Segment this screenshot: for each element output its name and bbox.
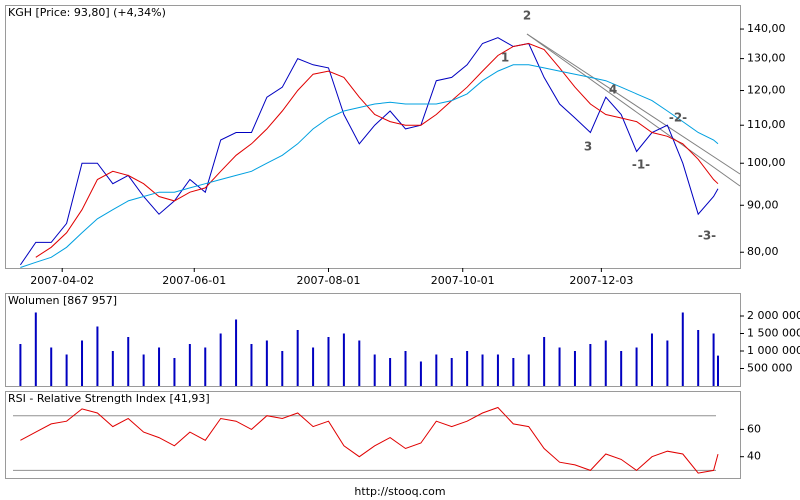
x-tick-label: 2007-08-01 (297, 274, 361, 287)
volume-bar (327, 336, 330, 386)
wave-label: 2 (523, 9, 531, 23)
volume-bar (697, 329, 700, 386)
volume-bar (173, 357, 176, 386)
volume-bar (620, 350, 623, 386)
volume-bar (435, 354, 438, 386)
y-tick-label: 40 (747, 450, 761, 463)
volume-title: Wolumen [867 957] (8, 294, 117, 307)
volume-bar (296, 329, 299, 386)
y-tick-label: 2 000 000 (747, 309, 800, 322)
volume-bar (188, 343, 191, 386)
volume-bar (573, 350, 576, 386)
volume-bar (127, 336, 130, 386)
x-tick-label: 2007-06-01 (162, 274, 226, 287)
volume-bar (604, 340, 607, 386)
y-tick-label: 1 000 000 (747, 344, 800, 357)
footer: http://stooq.com (354, 485, 445, 498)
wave-label: -1- (632, 158, 650, 172)
series-line (20, 406, 719, 474)
volume-bar (111, 350, 114, 386)
volume-bar (65, 354, 68, 386)
volume-bar (265, 340, 268, 386)
wave-label: -3- (698, 229, 716, 243)
volume-bar (158, 347, 161, 386)
x-tick-label: 2007-12-03 (569, 274, 633, 287)
y-tick-label: 110,00 (747, 118, 786, 131)
rsi-panel (5, 391, 741, 479)
volume-bar (342, 333, 345, 386)
volume-bar (235, 319, 238, 386)
rsi-title: RSI - Relative Strength Index [41,93] (8, 392, 210, 405)
volume-bar (373, 354, 376, 386)
price-title: KGH [Price: 93,80] (+4,34%) (8, 6, 166, 19)
wave-label: 4 (609, 83, 617, 97)
x-tick-label: 2007-04-02 (30, 274, 94, 287)
volume-bar (404, 350, 407, 386)
volume-bar (312, 347, 315, 386)
volume-bar (635, 347, 638, 386)
y-tick-label: 60 (747, 422, 761, 435)
volume-bar (219, 333, 222, 386)
volume-bar (481, 354, 484, 386)
volume-bar (450, 357, 453, 386)
y-tick-label: 100,00 (747, 156, 786, 169)
y-tick-label: 120,00 (747, 84, 786, 97)
volume-bar (558, 347, 561, 386)
series-line (19, 37, 719, 266)
wave-label: 3 (584, 140, 592, 154)
trend-line (526, 33, 741, 187)
volume-bar (681, 312, 684, 386)
y-tick-label: 500 000 (747, 361, 793, 374)
volume-bar (34, 312, 37, 386)
volume-bar (716, 355, 719, 386)
volume-bar (712, 333, 715, 386)
wave-label: 1 (501, 51, 509, 65)
volume-bar (250, 343, 253, 386)
volume-bar (589, 343, 592, 386)
volume-bar (142, 354, 145, 386)
volume-bar (358, 340, 361, 386)
volume-bar (96, 326, 99, 386)
y-tick-label: 130,00 (747, 52, 786, 65)
series-line (20, 64, 719, 268)
y-tick-label: 140,00 (747, 22, 786, 35)
volume-bar (204, 347, 207, 386)
wave-label: -2- (669, 111, 687, 125)
x-tick-label: 2007-10-01 (431, 274, 495, 287)
volume-bar (281, 350, 284, 386)
volume-bar (512, 357, 515, 386)
volume-panel (5, 293, 741, 387)
series-line (35, 42, 719, 258)
volume-bar (81, 340, 84, 386)
volume-bar (527, 354, 530, 386)
volume-bar (666, 340, 669, 386)
volume-bar (650, 333, 653, 386)
volume-bar (466, 350, 469, 386)
volume-bar (419, 361, 422, 386)
volume-bar (389, 357, 392, 386)
volume-bar (496, 354, 499, 386)
price-panel (5, 5, 741, 269)
y-tick-label: 80,00 (747, 245, 779, 258)
y-tick-label: 1 500 000 (747, 326, 800, 339)
volume-bar (19, 343, 22, 386)
y-tick-label: 90,00 (747, 198, 779, 211)
trend-line (526, 33, 741, 175)
volume-bar (50, 347, 53, 386)
volume-bar (543, 336, 546, 386)
